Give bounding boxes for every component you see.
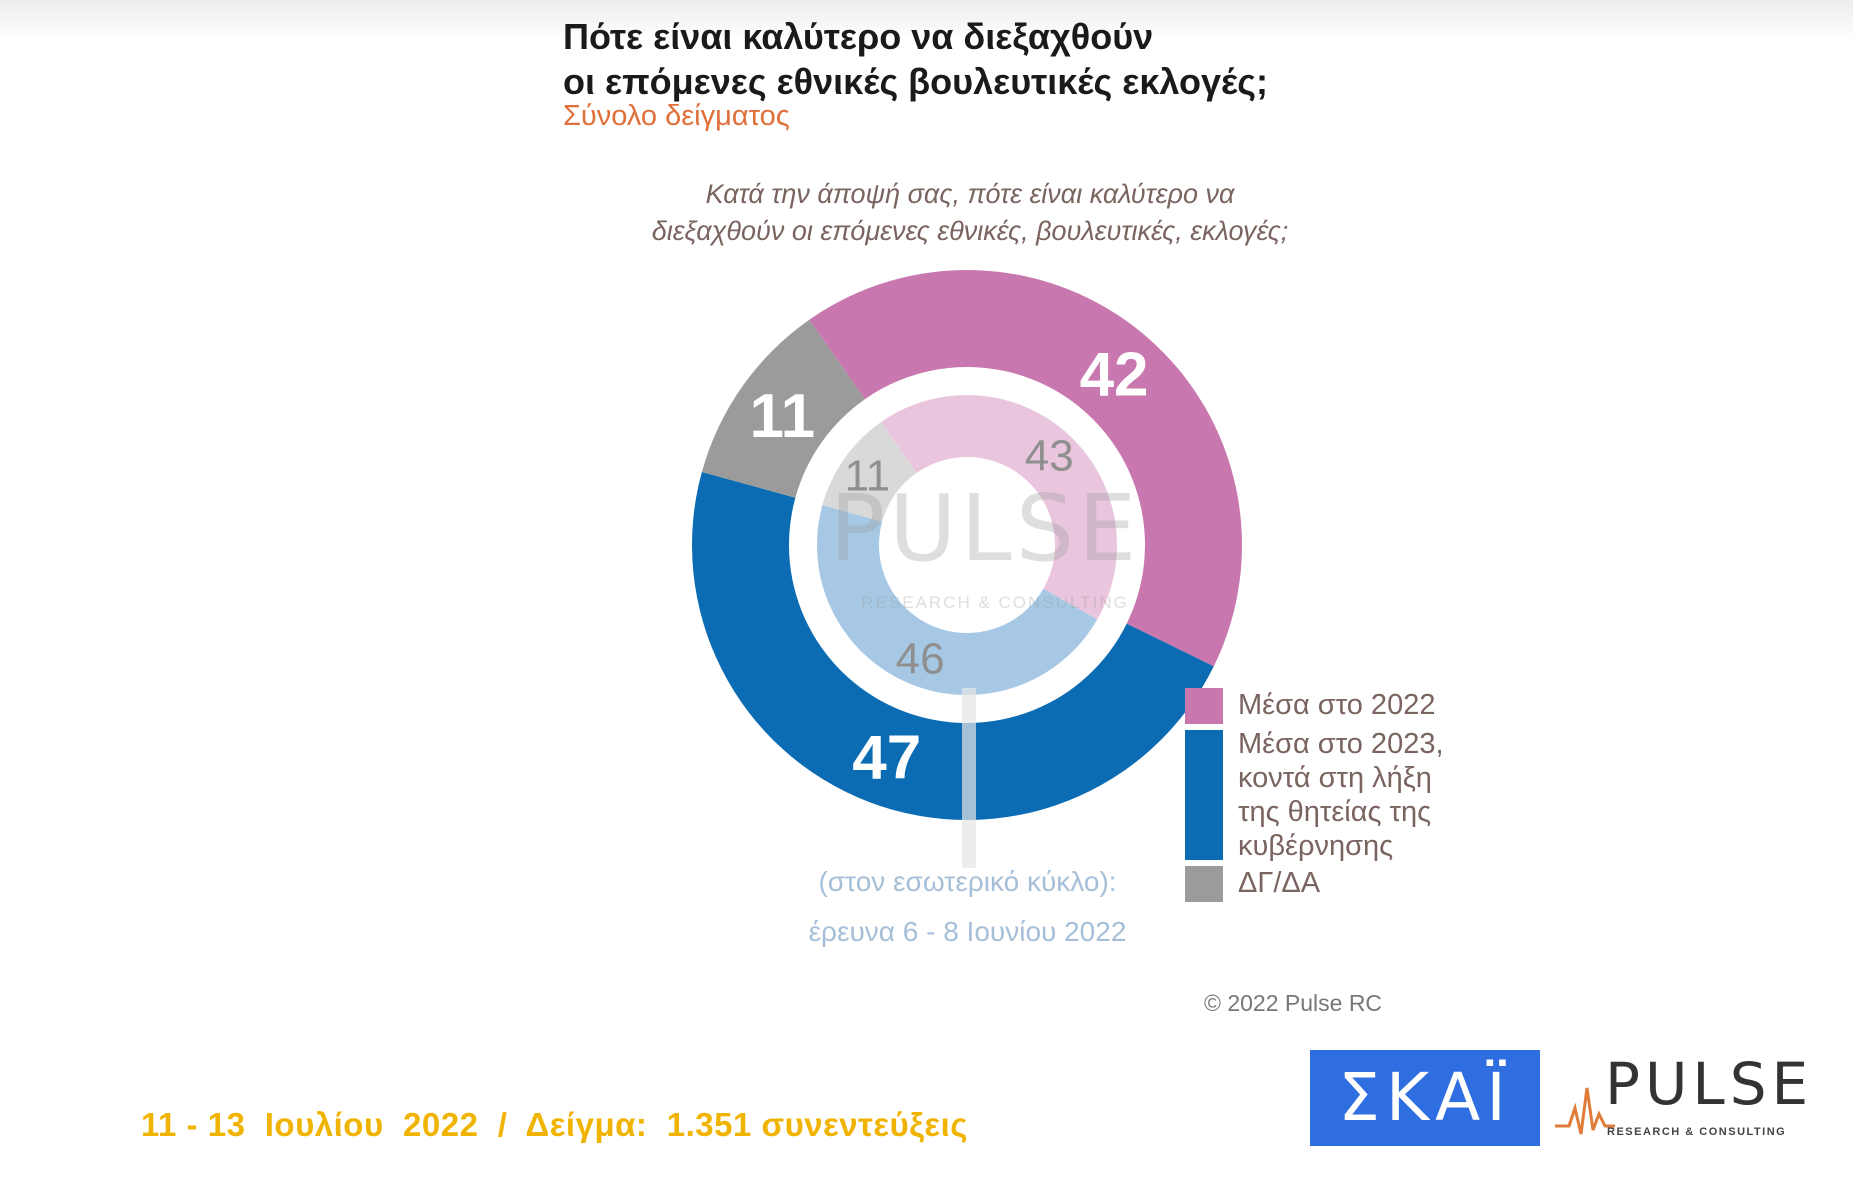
question-line-2: διεξαχθούν οι επόμενες εθνικές, βουλευτι… [651, 216, 1289, 246]
title-line-1: Πότε είναι καλύτερο να διεξαχθούν [563, 16, 1154, 57]
watermark-subword: RESEARCH & CONSULTING [861, 593, 1128, 612]
legend-swatches [1185, 688, 1223, 902]
legend-text: κοντά στη λήξη [1238, 762, 1432, 794]
legend-text: κυβέρνησης [1238, 830, 1394, 862]
legend-swatch-dgda [1185, 866, 1223, 902]
chart-subtitle: Σύνολο δείγματος [563, 100, 790, 132]
outer-label-dgda: 11 [750, 382, 816, 451]
watermark-word: PULSE [830, 475, 1141, 582]
legend-item-2022: Μέσα στο 2022 [1238, 688, 1435, 722]
pulse-watermark: PULSE RESEARCH & CONSULTING [830, 475, 1141, 612]
legend-text: Μέσα στο 2023, [1238, 728, 1444, 760]
inner-ring [817, 395, 1117, 696]
outer-label-2022: 42 [1080, 341, 1149, 410]
top-shade [0, 0, 1853, 40]
legend-text: ΔΓ/ΔΑ [1238, 867, 1321, 899]
data-labels: 42 47 11 43 46 11 [750, 341, 1149, 793]
title-line-2: οι επόμενες εθνικές βουλευτικές εκλογές; [563, 61, 1268, 102]
inner-ring-note-2: έρευνα 6 - 8 Ιουνίου 2022 [808, 916, 1127, 947]
inner-label-dgda: 11 [844, 452, 890, 501]
pulse-logo-sub: RESEARCH & CONSULTING [1607, 1126, 1787, 1138]
outer-slice-dgda [701, 319, 865, 498]
outer-label-2023: 47 [852, 724, 921, 793]
inner-label-2022: 43 [1025, 432, 1074, 481]
survey-question: Κατά την άποψή σας, πότε είναι καλύτερο … [560, 176, 1380, 250]
legend-item-dgda: ΔΓ/ΔΑ [1238, 866, 1320, 900]
question-line-1: Κατά την άποψή σας, πότε είναι καλύτερο … [705, 179, 1235, 209]
skai-logo: ΣΚΑΪ [1310, 1050, 1540, 1146]
outer-ring [691, 269, 1243, 821]
pulse-wave-icon [1555, 1087, 1615, 1135]
inner-slice-2022 [880, 395, 1117, 620]
pulse-logo-word: PULSE [1605, 1050, 1814, 1118]
inner-ring-note-1: (στον εσωτερικό κύκλο): [818, 866, 1117, 897]
outer-slice-2023 [691, 471, 1214, 821]
chart-title: Πότε είναι καλύτερο να διεξαχθούν οι επό… [563, 14, 1268, 104]
legend-text: της θητείας της [1238, 796, 1432, 828]
outer-slice-2022 [809, 269, 1243, 667]
inner-ring-pointer-bar [962, 688, 976, 868]
footer-fieldwork: 11 - 13 Ιουλίου 2022 / Δείγμα: 1.351 συν… [141, 1106, 968, 1143]
inner-label-2023: 46 [896, 634, 945, 683]
inner-slice-dgda [822, 422, 917, 522]
legend-item-2023: Μέσα στο 2023, κοντά στη λήξη της θητεία… [1238, 727, 1444, 863]
copyright: © 2022 Pulse RC [1204, 990, 1383, 1016]
legend-swatch-2023 [1185, 730, 1223, 860]
legend-swatch-2022 [1185, 688, 1223, 724]
pulse-logo: PULSE RESEARCH & CONSULTING [1555, 1050, 1815, 1150]
legend-text: Μέσα στο 2022 [1238, 689, 1436, 721]
inner-slice-2023 [817, 505, 1098, 696]
